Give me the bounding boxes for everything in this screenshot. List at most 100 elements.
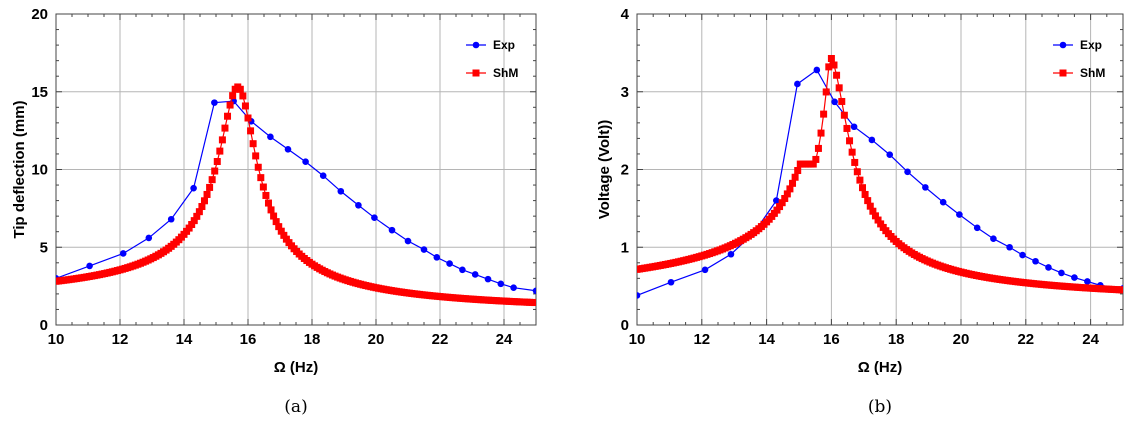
data-point-exp	[956, 211, 963, 218]
data-point-shm	[241, 102, 249, 110]
data-point-shm	[280, 231, 288, 239]
data-point-exp	[904, 168, 911, 176]
legend-label-shm: ShM	[493, 66, 518, 80]
data-point-shm	[822, 88, 830, 96]
data-point-shm	[817, 129, 825, 137]
legend-label-exp: Exp	[1080, 38, 1102, 52]
data-point-exp	[119, 250, 127, 257]
data-point-shm	[259, 183, 267, 191]
x-axis-label: Ω (Hz)	[858, 359, 903, 376]
legend-marker-exp	[472, 41, 480, 49]
data-point-shm	[270, 212, 278, 220]
data-point-exp	[86, 262, 93, 270]
data-point-exp	[794, 80, 801, 88]
data-point-exp	[973, 224, 981, 232]
data-point-shm	[236, 85, 244, 93]
data-point-shm	[825, 63, 833, 71]
data-point-shm	[794, 167, 802, 175]
x-tick-label: 14	[758, 331, 775, 348]
legend-marker-shm	[1059, 69, 1067, 77]
y-tick-label: 3	[621, 84, 629, 101]
data-point-shm	[778, 199, 786, 207]
x-tick-label: 20	[368, 331, 385, 348]
legend-label-exp: Exp	[493, 38, 515, 52]
data-point-exp	[267, 133, 274, 141]
x-tick-label: 16	[823, 331, 840, 348]
data-point-exp	[319, 172, 327, 180]
data-point-shm	[221, 124, 229, 132]
data-point-exp	[831, 98, 838, 106]
data-point-exp	[190, 184, 197, 192]
data-point-shm	[869, 207, 877, 215]
x-tick-label: 24	[496, 331, 513, 348]
x-tick-label: 18	[888, 331, 905, 348]
y-tick-label: 1	[621, 239, 629, 256]
data-point-shm	[853, 168, 861, 176]
data-point-shm	[789, 179, 797, 187]
data-point-shm	[531, 299, 536, 307]
panel-caption: (b)	[868, 397, 892, 417]
x-tick-label: 20	[953, 331, 970, 348]
y-tick-label: 2	[621, 162, 629, 179]
data-point-shm	[264, 199, 272, 207]
data-point-exp	[459, 266, 466, 274]
data-point-exp	[302, 158, 309, 166]
data-point-shm	[211, 167, 219, 175]
data-point-shm	[856, 176, 864, 184]
data-point-shm	[809, 160, 817, 168]
x-tick-label: 16	[240, 331, 257, 348]
x-tick-label: 10	[48, 331, 65, 348]
data-point-exp	[1019, 251, 1026, 259]
x-tick-label: 12	[112, 331, 129, 348]
legend-marker-exp	[1059, 41, 1067, 49]
data-point-shm	[866, 202, 874, 210]
data-point-shm	[275, 223, 283, 231]
data-point-shm	[1118, 286, 1123, 294]
data-point-shm	[257, 174, 265, 182]
x-tick-label: 24	[1082, 331, 1099, 348]
series-line-exp	[637, 69, 1123, 297]
legend-marker-shm	[472, 69, 480, 77]
data-point-shm	[833, 71, 841, 79]
x-tick-label: 22	[432, 331, 449, 348]
data-point-exp	[433, 254, 441, 261]
data-point-exp	[1032, 257, 1039, 265]
data-point-exp	[532, 287, 536, 295]
data-point-shm	[820, 110, 828, 118]
data-point-exp	[404, 237, 412, 245]
data-point-exp	[497, 280, 505, 288]
series-line-exp	[56, 100, 536, 292]
data-point-shm	[830, 61, 838, 69]
x-tick-label: 14	[176, 331, 193, 348]
panel-a: 10 12 14 16 18 20 22 24 0 5 10 15 20 Ω (Hz) Tip deflec…	[11, 6, 537, 417]
data-point-exp	[727, 250, 735, 258]
data-point-exp	[1071, 274, 1078, 281]
data-point-shm	[877, 220, 885, 228]
data-point-exp	[446, 260, 453, 267]
data-point-shm	[846, 137, 854, 145]
data-point-shm	[229, 92, 237, 100]
data-point-exp	[388, 226, 396, 234]
x-axis-label: Ω (Hz)	[274, 359, 319, 376]
data-point-shm	[848, 148, 856, 156]
data-point-shm	[254, 163, 262, 171]
data-point-shm	[249, 140, 257, 148]
data-point-exp	[371, 214, 378, 222]
data-point-shm	[198, 203, 206, 211]
data-point-shm	[190, 217, 198, 225]
data-point-exp	[510, 284, 517, 291]
data-point-shm	[840, 111, 848, 119]
data-point-shm	[776, 203, 784, 211]
data-point-shm	[200, 197, 208, 205]
y-axis-label: Tip deflection (mm)	[11, 100, 28, 238]
plot-area	[56, 83, 536, 307]
data-point-exp	[471, 271, 479, 278]
data-point-exp	[484, 275, 492, 283]
data-point-shm	[267, 206, 275, 214]
data-point-exp	[850, 123, 858, 131]
x-tick-label: 10	[629, 331, 646, 348]
data-point-shm	[851, 158, 859, 166]
legend-label-shm: ShM	[1080, 66, 1105, 80]
